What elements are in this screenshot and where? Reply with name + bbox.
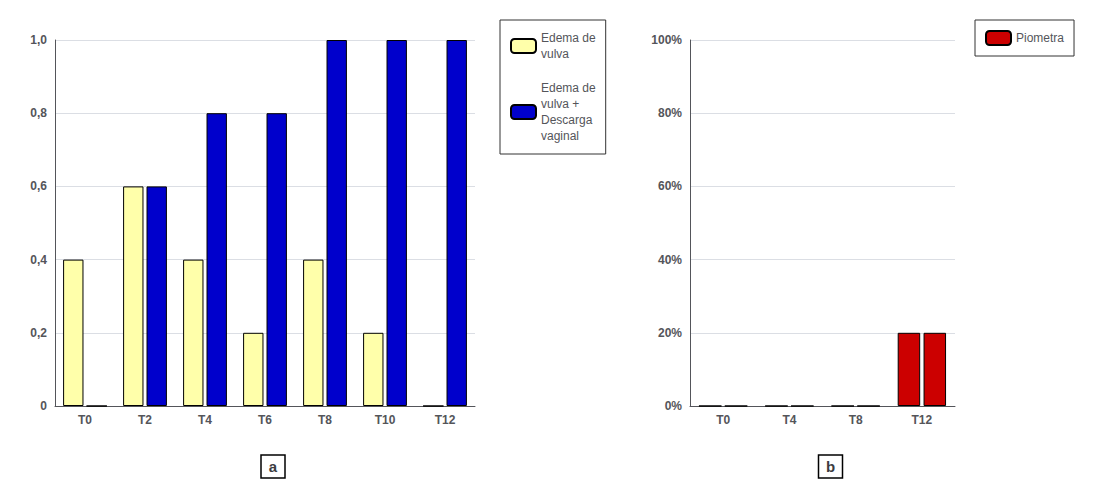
svg-text:vaginal: vaginal xyxy=(541,129,579,143)
svg-text:T4: T4 xyxy=(198,413,212,427)
svg-text:1,0: 1,0 xyxy=(30,33,47,47)
svg-text:0,4: 0,4 xyxy=(30,253,47,267)
svg-text:40%: 40% xyxy=(658,253,682,267)
svg-text:T4: T4 xyxy=(782,413,796,427)
svg-text:80%: 80% xyxy=(658,106,682,120)
svg-text:0,8: 0,8 xyxy=(30,106,47,120)
svg-text:0,2: 0,2 xyxy=(30,326,47,340)
svg-text:Edema de: Edema de xyxy=(541,81,596,95)
svg-text:T0: T0 xyxy=(78,413,92,427)
svg-text:0%: 0% xyxy=(665,399,683,413)
svg-text:0,6: 0,6 xyxy=(30,179,47,193)
svg-text:Piometra: Piometra xyxy=(1016,31,1064,45)
svg-text:T0: T0 xyxy=(716,413,730,427)
svg-text:20%: 20% xyxy=(658,326,682,340)
svg-text:T8: T8 xyxy=(318,413,332,427)
svg-text:vulva +: vulva + xyxy=(541,97,579,111)
svg-text:T10: T10 xyxy=(375,413,396,427)
svg-text:vulva: vulva xyxy=(541,47,569,61)
svg-text:b: b xyxy=(826,458,835,475)
svg-text:Descarga: Descarga xyxy=(541,113,593,127)
svg-text:T12: T12 xyxy=(435,413,456,427)
svg-text:100%: 100% xyxy=(651,33,682,47)
svg-text:a: a xyxy=(269,458,278,475)
svg-text:T6: T6 xyxy=(258,413,272,427)
svg-text:60%: 60% xyxy=(658,179,682,193)
svg-text:T8: T8 xyxy=(849,413,863,427)
svg-text:0: 0 xyxy=(40,399,47,413)
svg-text:T2: T2 xyxy=(138,413,152,427)
svg-text:Edema de: Edema de xyxy=(541,31,596,45)
svg-text:T12: T12 xyxy=(912,413,933,427)
